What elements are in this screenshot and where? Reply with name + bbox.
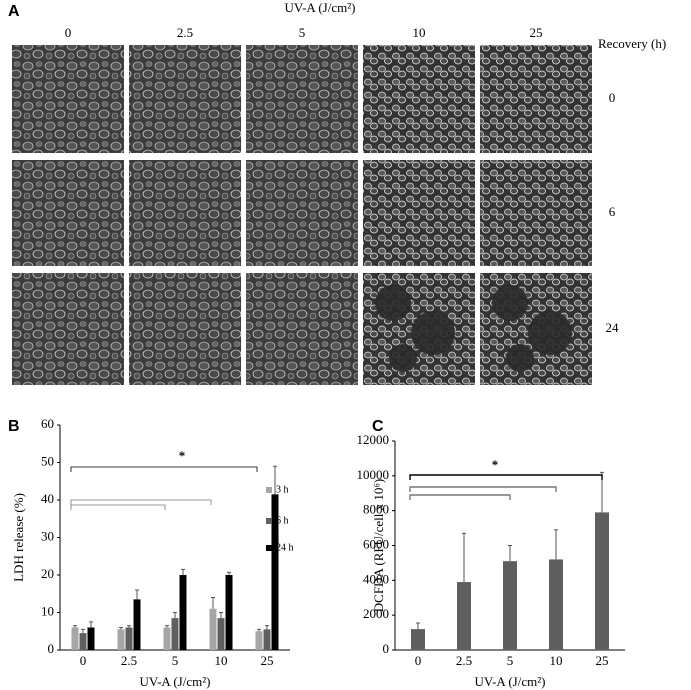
bar <box>87 627 95 650</box>
micrograph <box>246 160 358 266</box>
panel-letter: C <box>372 418 384 435</box>
x-tick-label: 0 <box>415 653 422 668</box>
micrograph <box>129 45 241 153</box>
row-title: Recovery (h) <box>598 36 666 51</box>
y-tick-label: 20 <box>41 566 54 581</box>
bar <box>117 629 125 650</box>
x-tick-label: 10 <box>550 653 563 668</box>
bar <box>271 494 279 650</box>
bar <box>209 608 217 650</box>
column-label: 25 <box>530 25 543 40</box>
micrograph <box>363 45 475 153</box>
y-tick-label: 40 <box>41 491 54 506</box>
x-axis-label: UV-A (J/cm²) <box>475 674 546 689</box>
micrograph <box>12 273 124 385</box>
x-axis-label: UV-A (J/cm²) <box>140 674 211 689</box>
x-tick-label: 5 <box>172 653 179 668</box>
legend-swatch <box>266 487 272 493</box>
bar <box>71 627 79 650</box>
bar <box>411 629 425 650</box>
micrograph <box>129 160 241 266</box>
significance-bracket <box>409 494 511 500</box>
micrograph <box>246 273 358 385</box>
micrograph <box>363 160 475 266</box>
x-tick-label: 2.5 <box>456 653 472 668</box>
x-tick-label: 25 <box>596 653 609 668</box>
bar <box>133 599 141 650</box>
y-tick-label: 10 <box>41 603 54 618</box>
x-tick-label: 10 <box>215 653 228 668</box>
micrograph <box>480 160 592 266</box>
cell-free-area <box>492 285 528 321</box>
bar <box>179 575 187 650</box>
y-tick-label: 2000 <box>363 606 389 621</box>
legend-label: 3 h <box>276 484 289 495</box>
significance-bracket <box>409 486 557 492</box>
legend-label: 24 h <box>276 542 294 553</box>
legend-swatch <box>266 545 272 551</box>
y-tick-label: 6000 <box>363 536 389 551</box>
significance-bracket <box>70 504 166 510</box>
x-tick-label: 2.5 <box>121 653 137 668</box>
panel-letter: A <box>8 3 20 20</box>
row-label: 0 <box>609 90 616 105</box>
y-tick-label: 0 <box>383 641 390 656</box>
row-label: 6 <box>609 204 616 219</box>
significance-bracket <box>70 466 258 472</box>
cell-free-area <box>389 344 417 372</box>
micrograph <box>12 45 124 153</box>
annotation: * <box>492 457 499 472</box>
y-tick-label: 60 <box>41 416 54 431</box>
bar <box>457 582 471 650</box>
x-tick-label: 5 <box>507 653 514 668</box>
cell-free-area <box>506 344 534 372</box>
y-tick-label: 4000 <box>363 571 389 586</box>
bar <box>125 627 133 650</box>
micrograph <box>12 160 124 266</box>
bar <box>171 618 179 650</box>
y-axis-label: LDH release (%) <box>11 493 26 582</box>
bar <box>255 631 263 650</box>
panel-letter: B <box>8 418 20 435</box>
x-tick-label: 25 <box>261 653 274 668</box>
significance-bracket <box>409 474 603 480</box>
bar <box>225 575 233 650</box>
column-label: 5 <box>299 25 306 40</box>
bar <box>217 618 225 650</box>
x-tick-label: 0 <box>80 653 87 668</box>
column-label: 0 <box>65 25 72 40</box>
row-label: 24 <box>606 320 620 335</box>
y-tick-label: 8000 <box>363 502 389 517</box>
legend-swatch <box>266 518 272 524</box>
cell-free-area <box>528 311 572 355</box>
y-tick-label: 10000 <box>357 467 390 482</box>
y-tick-label: 0 <box>48 641 55 656</box>
micrograph <box>129 273 241 385</box>
panel-title: UV-A (J/cm²) <box>285 0 356 15</box>
column-label: 10 <box>413 25 426 40</box>
bar <box>595 512 609 650</box>
bar <box>503 561 517 650</box>
significance-bracket <box>70 499 212 505</box>
column-label: 2.5 <box>177 25 193 40</box>
y-tick-label: 50 <box>41 453 54 468</box>
bar <box>79 633 87 650</box>
cell-free-area <box>411 311 455 355</box>
annotation: * <box>179 448 186 463</box>
y-tick-label: 30 <box>41 528 54 543</box>
cell-free-area <box>375 285 411 321</box>
micrographs <box>12 45 592 385</box>
y-axis-label: DCFDA (RFU/cell x 10⁶) <box>371 479 386 612</box>
bar <box>549 559 563 650</box>
y-tick-label: 12000 <box>357 432 390 447</box>
micrograph <box>480 45 592 153</box>
bar <box>163 627 171 650</box>
legend-label: 6 h <box>276 515 289 526</box>
micrograph <box>246 45 358 153</box>
bar <box>263 629 271 650</box>
